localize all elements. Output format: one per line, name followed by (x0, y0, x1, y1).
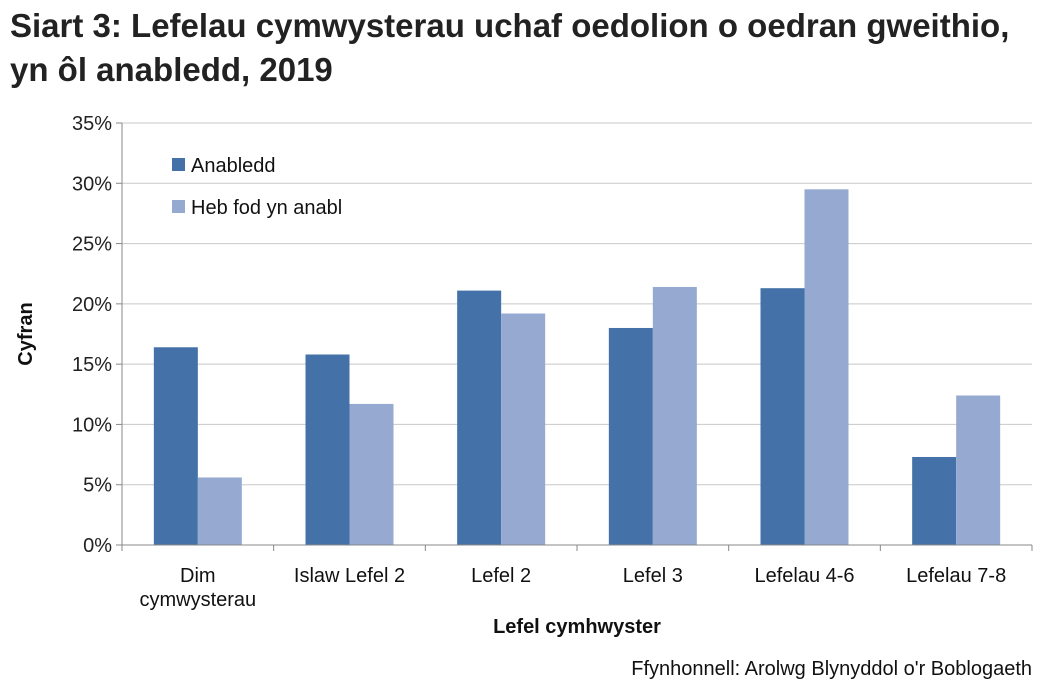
bar-heb-fod-yn-anabl (197, 477, 242, 545)
bar-anabledd (912, 456, 957, 545)
y-tick-label: 35% (72, 113, 112, 135)
x-tick-label: Lefelau 4-6 (754, 565, 854, 587)
legend-swatch (172, 200, 185, 213)
y-tick-label: 5% (83, 475, 112, 497)
y-axis-title: Cyfran (15, 302, 37, 365)
bar-anabledd (608, 327, 653, 545)
bar-heb-fod-yn-anabl (956, 395, 1001, 545)
y-tick-label: 10% (72, 414, 112, 436)
x-tick-label: Lefel 3 (623, 565, 683, 587)
bar-anabledd (153, 347, 198, 545)
bar-heb-fod-yn-anabl (652, 286, 697, 545)
chart-title: Siart 3: Lefelau cymwysterau uchaf oedol… (10, 7, 1010, 88)
source-note: Ffynhonnell: Arolwg Blynyddol o'r Boblog… (631, 658, 1032, 680)
bar-heb-fod-yn-anabl (349, 403, 394, 545)
legend-label: Heb fod yn anabl (191, 197, 342, 219)
y-tick-label: 30% (72, 173, 112, 195)
legend-swatch (172, 158, 185, 171)
bar-anabledd (305, 354, 350, 545)
y-tick-label: 20% (72, 294, 112, 316)
legend-label: Anabledd (191, 155, 276, 177)
y-tick-label: 0% (83, 535, 112, 557)
y-tick-label: 25% (72, 234, 112, 256)
x-tick-label: Dim (180, 565, 216, 587)
bar-anabledd (760, 288, 805, 545)
x-tick-label: Lefel 2 (471, 565, 531, 587)
y-tick-label: 15% (72, 354, 112, 376)
bar-heb-fod-yn-anabl (501, 313, 546, 545)
bar-anabledd (457, 290, 502, 545)
x-tick-label: cymwysterau (139, 589, 256, 611)
x-tick-label: Islaw Lefel 2 (294, 565, 405, 587)
bar-heb-fod-yn-anabl (804, 189, 849, 546)
x-tick-label: Lefelau 7-8 (906, 565, 1006, 587)
x-axis-title: Lefel cymhwyster (493, 616, 661, 638)
